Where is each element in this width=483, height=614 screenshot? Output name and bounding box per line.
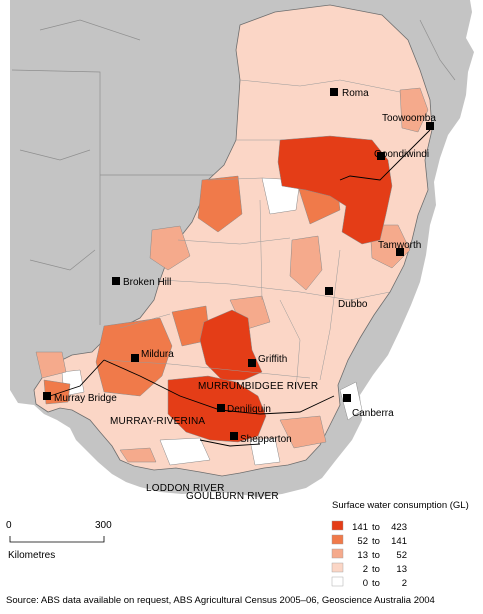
svg-text:141: 141 xyxy=(391,536,407,547)
marker-mildura xyxy=(131,354,139,362)
svg-text:to: to xyxy=(372,578,380,589)
label-tamworth: Tamworth xyxy=(378,240,421,251)
scale-start-label: 0 xyxy=(6,520,12,531)
marker-tamworth xyxy=(396,248,404,256)
legend-swatch xyxy=(331,576,344,587)
label-broken-hill: Broken Hill xyxy=(123,277,171,288)
svg-text:13: 13 xyxy=(357,550,368,561)
scale-unit-label: Kilometres xyxy=(8,550,55,561)
label-shepparton: Shepparton xyxy=(240,434,292,445)
city-markers xyxy=(43,88,434,440)
svg-text:to: to xyxy=(372,522,380,533)
legend-swatch xyxy=(331,562,344,573)
svg-text:52: 52 xyxy=(396,550,407,561)
marker-dubbo xyxy=(325,287,333,295)
marker-roma xyxy=(330,88,338,96)
svg-text:to: to xyxy=(372,564,380,575)
label-dubbo: Dubbo xyxy=(338,299,368,310)
label-mildura: Mildura xyxy=(141,349,174,360)
legend-item-2-13: 2 to 13 xyxy=(331,562,407,575)
marker-griffith xyxy=(248,359,256,367)
source-note: Source: ABS data available on request, A… xyxy=(6,595,435,606)
scale-end-label: 300 xyxy=(95,520,112,531)
svg-text:to: to xyxy=(372,550,380,561)
marker-toowoomba xyxy=(426,122,434,130)
legend-swatch xyxy=(331,520,344,531)
label-murray-riverina: MURRAY-RIVERINA xyxy=(110,416,205,427)
svg-text:423: 423 xyxy=(391,522,407,533)
legend-swatch xyxy=(331,548,344,559)
legend-item-0-2: 0 to 2 xyxy=(331,576,407,589)
label-goulburn-river: GOULBURN RIVER xyxy=(186,491,279,502)
label-loddon-river: LODDON RIVER xyxy=(146,483,225,494)
svg-text:2: 2 xyxy=(402,578,407,589)
label-griffith: Griffith xyxy=(258,354,287,365)
svg-text:0: 0 xyxy=(363,578,368,589)
svg-text:to: to xyxy=(372,536,380,547)
region-labels: MURRUMBIDGEE RIVER MURRAY-RIVERINA LODDO… xyxy=(110,381,318,502)
marker-broken-hill xyxy=(112,277,120,285)
svg-text:141: 141 xyxy=(352,522,368,533)
legend-swatch xyxy=(331,534,344,545)
region-boundaries xyxy=(103,79,401,391)
city-labels: Roma Toowoomba Goondiwindi Tamworth Brok… xyxy=(54,88,436,445)
label-toowoomba: Toowoomba xyxy=(382,113,436,124)
class-13-52 xyxy=(35,87,429,463)
legend: Surface water consumption (GL) 141 to 42… xyxy=(331,500,469,589)
marker-deniliquin xyxy=(217,404,225,412)
svg-text:2: 2 xyxy=(363,564,368,575)
marker-murray-bridge xyxy=(43,392,51,400)
legend-item-13-52: 13 to 52 xyxy=(331,548,407,561)
class-141-423 xyxy=(167,135,393,443)
marker-shepparton xyxy=(230,432,238,440)
svg-text:13: 13 xyxy=(396,564,407,575)
label-deniliquin: Deniliquin xyxy=(227,404,271,415)
marker-canberra xyxy=(343,394,351,402)
label-goondiwindi: Goondiwindi xyxy=(374,149,429,160)
label-canberra: Canberra xyxy=(352,408,394,419)
legend-item-52-141: 52 to 141 xyxy=(331,534,407,547)
legend-title: Surface water consumption (GL) xyxy=(332,500,469,511)
label-murrumbidgee-river: MURRUMBIDGEE RIVER xyxy=(198,381,318,392)
scale-bar: 0 300 Kilometres xyxy=(6,520,112,561)
legend-item-141-423: 141 to 423 xyxy=(331,520,407,533)
label-murray-bridge: Murray Bridge xyxy=(54,393,117,404)
marker-goondiwindi xyxy=(377,152,385,160)
svg-text:52: 52 xyxy=(357,536,368,547)
label-roma: Roma xyxy=(342,88,369,99)
